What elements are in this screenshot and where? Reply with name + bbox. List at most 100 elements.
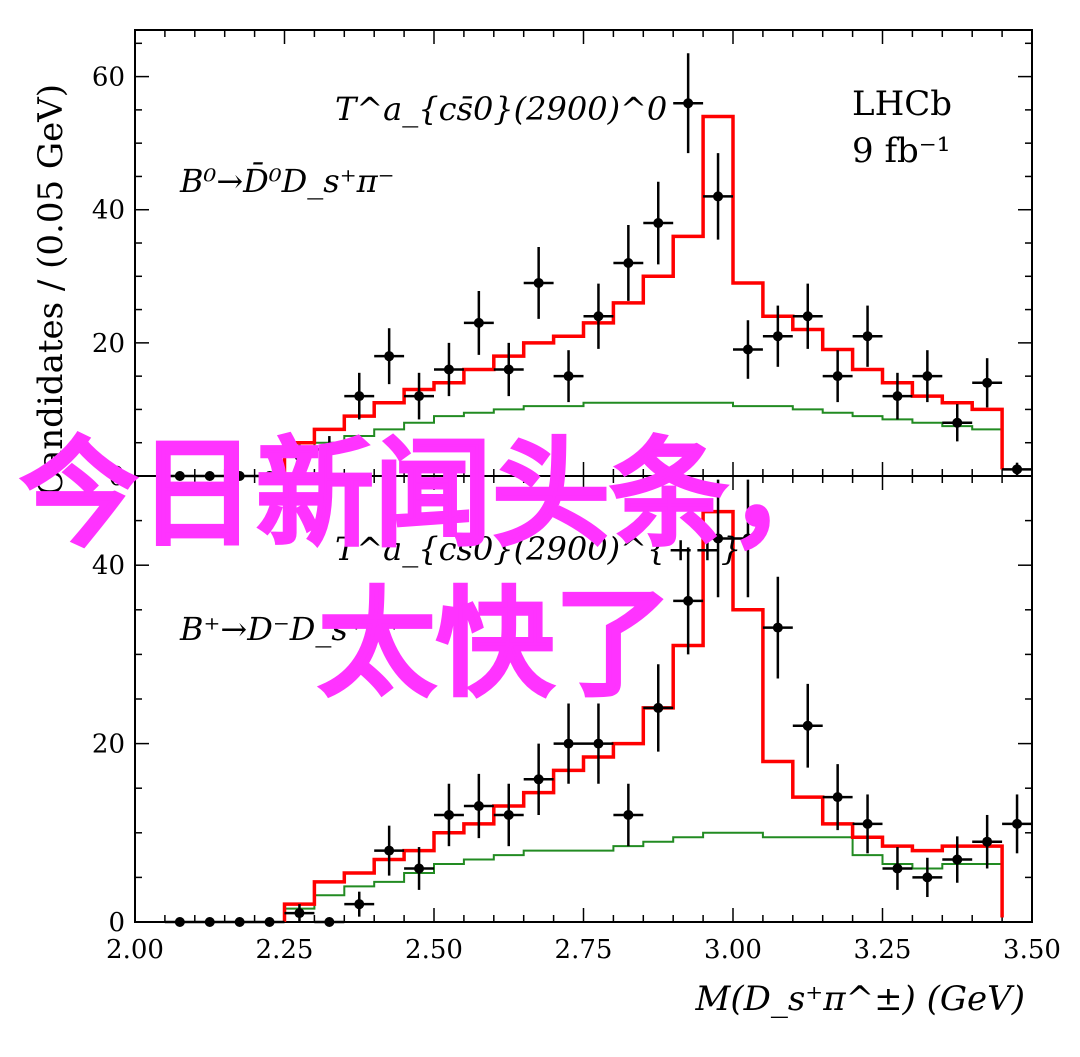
data-point — [463, 773, 494, 839]
y-tick-label: 20 — [92, 730, 125, 760]
fit-total-histogram — [282, 114, 1004, 476]
data-point-marker — [982, 377, 993, 388]
data-point — [374, 825, 405, 876]
data-point — [583, 283, 614, 349]
data-point-marker — [683, 98, 694, 109]
data-point-marker — [832, 371, 843, 382]
data-point — [972, 358, 1003, 408]
data-point — [284, 904, 315, 922]
data-point-marker — [892, 391, 903, 402]
data-point-marker — [174, 917, 185, 927]
experiment-name: LHCb — [852, 84, 952, 124]
x-axis-title: M(D_s⁺π^±) (GeV) — [695, 979, 1026, 1019]
data-point-marker — [1012, 464, 1023, 475]
data-point — [344, 891, 375, 917]
data-point — [882, 372, 913, 420]
fit-total-histogram — [282, 509, 1004, 922]
data-point-marker — [653, 218, 664, 229]
y-tick-label: 0 — [108, 462, 125, 492]
data-point — [583, 703, 614, 784]
data-point-marker — [354, 391, 365, 402]
data-point-marker — [384, 351, 395, 362]
y-tick-label: 0 — [108, 908, 125, 938]
y-tick-label: 40 — [92, 551, 125, 581]
data-point-marker — [802, 311, 813, 322]
data-point — [942, 836, 973, 883]
data-point-marker — [234, 917, 245, 927]
data-point — [523, 247, 554, 319]
data-point-marker — [832, 792, 843, 803]
data-point-marker — [892, 863, 903, 874]
data-point-marker — [443, 809, 454, 820]
data-point — [762, 576, 793, 679]
data-point-marker — [503, 364, 514, 375]
data-point — [374, 328, 405, 385]
data-point-marker — [713, 533, 724, 544]
x-tick-label: 2.50 — [405, 935, 463, 965]
data-point — [852, 794, 883, 854]
data-point — [673, 53, 704, 154]
data-point-marker — [563, 371, 574, 382]
data-point — [164, 917, 195, 927]
x-tick-label: 2.00 — [106, 935, 164, 965]
data-point — [673, 547, 704, 655]
y-tick-label: 60 — [92, 63, 125, 93]
data-point-marker — [683, 595, 694, 606]
data-point — [762, 305, 793, 367]
data-point-marker — [623, 257, 634, 268]
data-point-marker — [443, 364, 454, 375]
top-state-label: T^a_{cs̄0}(2900)^0 — [335, 90, 667, 128]
data-point-marker — [922, 371, 933, 382]
data-point-marker — [623, 809, 634, 820]
data-point-marker — [473, 317, 484, 328]
y-axis-title: Candidates / (0.05 GeV) — [31, 84, 71, 496]
data-point — [553, 703, 584, 784]
data-point-marker — [772, 622, 783, 633]
data-point — [194, 917, 225, 927]
y-tick-label: 20 — [92, 329, 125, 359]
data-point — [792, 683, 823, 768]
data-point — [523, 743, 554, 815]
overlay-caption-line2: 太快了 — [318, 575, 672, 713]
data-point-marker — [473, 801, 484, 812]
data-point-marker — [414, 391, 425, 402]
data-point-marker — [294, 908, 305, 919]
data-point-marker — [593, 738, 604, 749]
data-point-marker — [713, 191, 724, 202]
data-point-marker — [593, 311, 604, 322]
data-point-marker — [952, 854, 963, 865]
data-point-marker — [772, 331, 783, 342]
data-point-marker — [503, 809, 514, 820]
data-point — [314, 436, 345, 463]
data-point — [942, 404, 973, 442]
overlay-caption-line1: 今日新闻头条， — [20, 425, 846, 563]
data-point-marker — [742, 533, 753, 544]
luminosity-label: 9 fb⁻¹ — [852, 131, 950, 171]
data-point-marker — [324, 444, 335, 455]
data-point — [733, 479, 763, 598]
data-point — [822, 350, 853, 403]
data-point — [493, 783, 524, 847]
data-point-marker — [533, 774, 544, 785]
data-point — [314, 917, 345, 927]
data-point — [1002, 794, 1032, 854]
data-point — [703, 479, 733, 598]
data-point-marker — [414, 863, 425, 874]
data-point-marker — [1012, 818, 1023, 829]
data-point — [852, 305, 883, 367]
data-point-marker — [533, 277, 544, 288]
data-point-marker — [862, 818, 873, 829]
data-point-marker — [204, 917, 215, 927]
data-point-marker — [264, 917, 275, 927]
data-point-marker — [324, 917, 335, 927]
top-decay-label: B⁰→D̄⁰D_s⁺π⁻ — [179, 162, 395, 200]
data-point-marker — [952, 417, 963, 428]
data-point — [643, 664, 674, 752]
y-tick-label: 40 — [92, 196, 125, 226]
data-point — [972, 814, 1003, 869]
data-point — [463, 290, 494, 355]
data-point — [912, 350, 943, 403]
data-point — [912, 857, 943, 898]
data-point — [404, 372, 434, 420]
